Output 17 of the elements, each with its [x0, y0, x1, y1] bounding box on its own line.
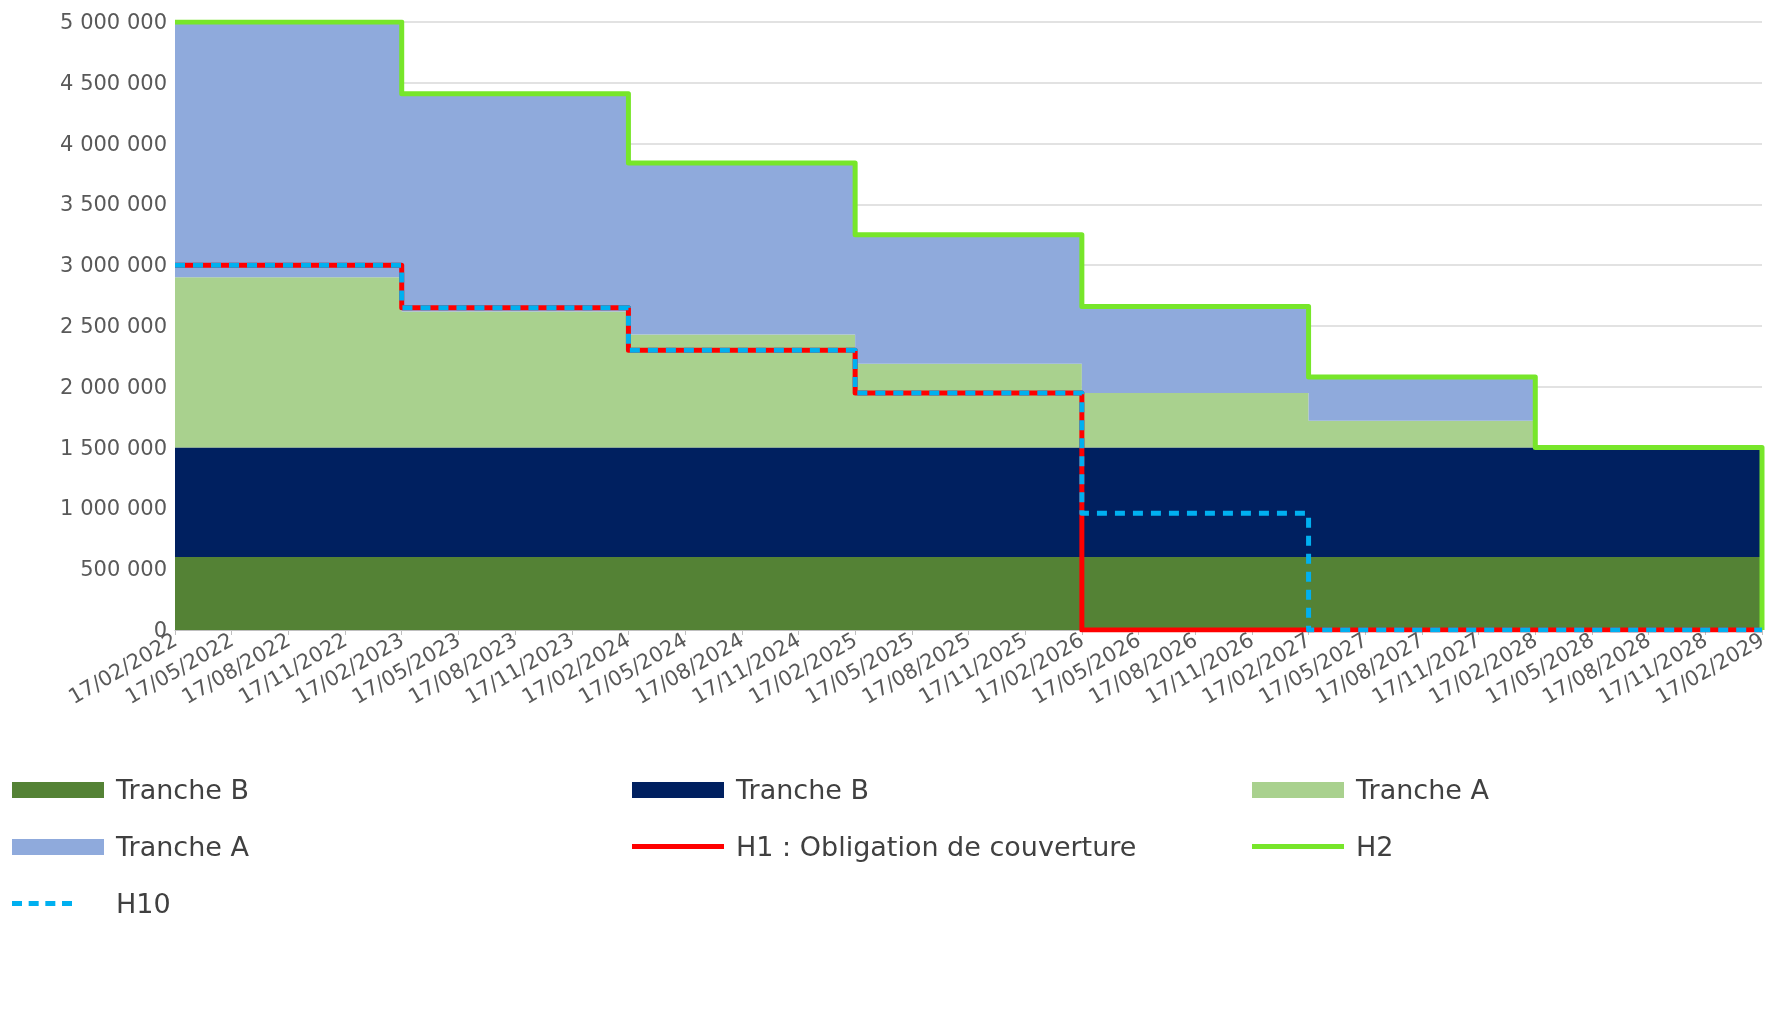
y-tick-label: 2 500 000 [60, 314, 167, 338]
legend-label: Tranche A [1356, 774, 1489, 805]
legend-label: Tranche B [736, 774, 869, 805]
y-tick-label: 4 000 000 [60, 131, 167, 156]
y-tick-label: 5 000 000 [60, 10, 167, 34]
y-tick-label: 4 500 000 [60, 70, 167, 95]
legend-label: H10 [116, 888, 171, 919]
y-tick-label: 500 000 [80, 557, 167, 582]
legend-label: Tranche A [116, 831, 249, 862]
legend-label: H2 [1356, 831, 1394, 862]
legend-label: H1 : Obligation de couverture [736, 831, 1137, 862]
y-tick-label: 1 500 000 [60, 435, 167, 460]
legend-label: Tranche B [116, 774, 249, 805]
y-tick-label: 3 000 000 [60, 253, 167, 278]
y-tick-label: 1 000 000 [60, 496, 167, 521]
y-tick-label: 3 500 000 [60, 192, 167, 217]
y-tick-label: 2 000 000 [60, 374, 167, 399]
